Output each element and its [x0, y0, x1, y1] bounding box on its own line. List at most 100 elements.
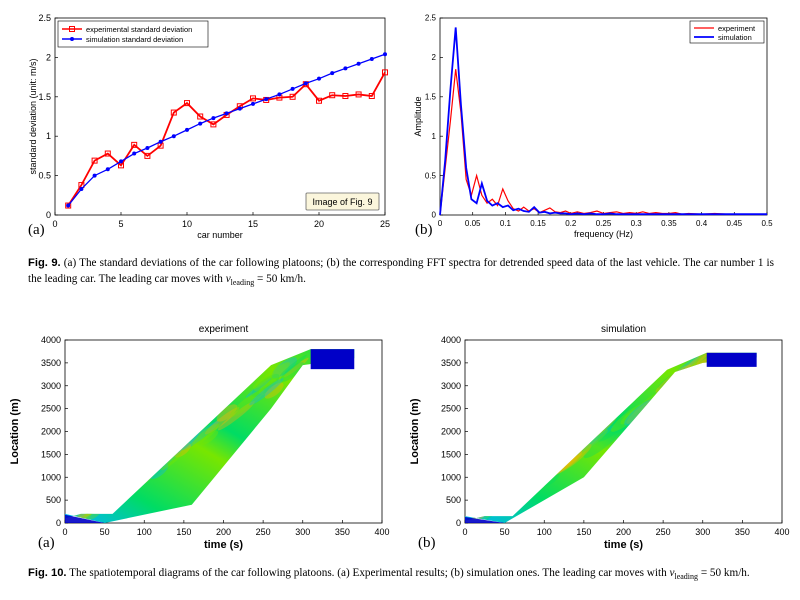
fig9a-sim-point — [66, 203, 71, 208]
fig9a-exp-point — [382, 69, 388, 76]
fig9b-xtick-label: 0.2 — [565, 219, 577, 228]
fig10b-texture-blob — [493, 488, 514, 506]
fig10b-texture-blob — [487, 489, 516, 513]
fig10a-texture-blob — [87, 490, 108, 507]
fig10a-texture-blob — [91, 487, 121, 511]
fig10b-texture-blob — [561, 437, 579, 452]
fig10b-texture-blob — [692, 367, 714, 385]
fig10a-texture-blob — [105, 476, 127, 494]
fig9a-ytick-label: 1 — [46, 131, 51, 141]
fig9a-sim-point — [145, 146, 150, 151]
fig10-caption: Fig. 10. The spatiotemporal diagrams of … — [28, 565, 774, 585]
fig9a-exp-point — [250, 95, 256, 102]
fig10b-start-region — [465, 517, 505, 523]
fig10b-texture-blob — [498, 471, 531, 497]
fig10a-xtick-label: 350 — [335, 527, 350, 537]
fig10b-title: simulation — [601, 324, 646, 335]
fig9a-sim-point — [185, 127, 189, 132]
fig10a-texture-blob — [116, 473, 139, 492]
fig9b-panel-label: (b) — [415, 222, 433, 238]
fig10b-texture-blob — [683, 352, 712, 372]
fig9b-ytick-label: 0.5 — [425, 171, 437, 180]
fig10a-texture-blob — [146, 439, 173, 461]
fig10a-texture-blob — [200, 430, 219, 446]
fig10a-texture-blob — [82, 478, 116, 506]
fig10a-ytick-label: 2000 — [41, 427, 61, 437]
fig10b-texture-blob — [476, 478, 515, 509]
fig9b-ytick-label: 1.5 — [425, 92, 437, 101]
fig9a-panel-label: (a) — [28, 222, 45, 238]
fig9a-exp-point — [197, 113, 204, 120]
fig9b-xtick-label: 0.25 — [596, 219, 612, 228]
fig10b-xtick-label: 250 — [656, 527, 671, 537]
fig10a-texture-blob — [76, 487, 103, 510]
fig9-caption-tail: = 50 km/h. — [254, 273, 306, 285]
fig10b-texture-blob — [468, 505, 494, 524]
fig10a-xtick-label: 0 — [62, 527, 67, 537]
fig10b-texture-blob — [667, 377, 690, 396]
fig10b-texture-blob — [692, 365, 717, 385]
fig9-caption: Fig. 9. (a) The standard deviations of t… — [28, 255, 774, 291]
fig9-caption-label: Fig. 9. — [28, 257, 61, 269]
fig9a-exp-point — [184, 100, 190, 107]
fig10b-xtick-label: 100 — [537, 527, 552, 537]
fig10b-texture-blob — [525, 468, 546, 486]
fig10a-ytick-label: 1500 — [41, 449, 61, 459]
fig10b-end-region — [706, 352, 757, 367]
fig9b-ytick-label: 1 — [432, 132, 437, 141]
fig10a-xtick-label: 100 — [137, 527, 152, 537]
fig9b-xtick-label: 0.3 — [631, 219, 643, 228]
fig10a-texture-blob — [245, 377, 272, 398]
fig10-panel-b: 0 50 100 150 200 250 300 350 400 0 500 1000 1500 2000… — [400, 315, 800, 560]
fig9a-plot-frame — [54, 17, 386, 216]
fig9a-sim-point — [171, 134, 176, 139]
fig10a-texture-blob — [173, 442, 191, 458]
fig10b-chart: 0 50 100 150 200 250 300 350 4000500100015002000… — [409, 324, 790, 551]
fig9a-sim-point — [105, 167, 110, 172]
fig10b-ytick-label: 0 — [456, 518, 461, 528]
fig9a-sim-point — [119, 159, 123, 164]
fig9b-chart: 0 0.05 0.1 0.15 0.2 0.25 0.3 0.35 0.4 0.45 0.5 0 0.5… — [413, 14, 773, 239]
fig10a-xlabel: time (s) — [204, 539, 243, 551]
fig9a-sim-point — [92, 173, 97, 178]
fig10a-xtick-label: 50 — [100, 527, 110, 537]
fig9a-sim-point — [383, 52, 387, 57]
fig10b-ytick-label: 2000 — [441, 427, 461, 437]
fig9a-exp-point — [104, 150, 111, 157]
fig10-caption-text: The spatiotemporal diagrams of the car f… — [69, 567, 670, 579]
fig9a-sim-point — [356, 61, 361, 66]
fig9a-sim-point — [251, 101, 255, 106]
fig10a-texture-blob — [121, 459, 146, 480]
fig10b-texture-blob — [559, 438, 578, 455]
fig9b-xtick-label: 0.1 — [500, 219, 512, 228]
fig9a-legend-label-0: experimental standard deviation — [86, 25, 192, 34]
fig10b-ytick-label: 500 — [446, 495, 461, 505]
fig10b-ytick-label: 1500 — [441, 449, 461, 459]
fig10b-texture-blob — [620, 407, 641, 425]
fig9a-ylabel: standard deviation (unit: m/s) — [28, 58, 38, 174]
fig10a-ylabel: Location (m) — [9, 398, 21, 464]
fig10a-texture-blob — [122, 453, 150, 477]
fig9b-xtick-label: 0.35 — [661, 219, 677, 228]
fig10b-texture-blob — [517, 469, 538, 487]
fig10a-texture-blob — [284, 357, 309, 378]
fig10b-xtick-label: 0 — [462, 527, 467, 537]
fig10a-texture-blob — [249, 378, 284, 406]
fig10b-texture-blob — [487, 487, 519, 513]
fig10a-texture-blob — [216, 404, 238, 422]
fig9a-ytick-label: 0 — [46, 210, 51, 220]
fig10a-ytick-label: 3000 — [41, 381, 61, 391]
fig10a-texture-blob — [149, 463, 169, 480]
fig9a-exp-point — [210, 121, 217, 128]
fig9a-sim-point — [264, 97, 269, 102]
fig10a-texture-blob — [121, 464, 142, 482]
fig10a-texture-blob — [280, 354, 307, 376]
fig9a-series-0-line — [67, 71, 386, 207]
fig10b-band — [465, 352, 757, 523]
fig9a-legend-marker — [69, 26, 75, 32]
fig9a-exp-point — [316, 97, 322, 104]
fig9a-xtick-label: 20 — [314, 219, 324, 229]
fig10a-panel-label: (a) — [38, 535, 55, 551]
fig9a-series-1-line — [67, 53, 386, 206]
fig9a-sim-point — [224, 111, 229, 116]
